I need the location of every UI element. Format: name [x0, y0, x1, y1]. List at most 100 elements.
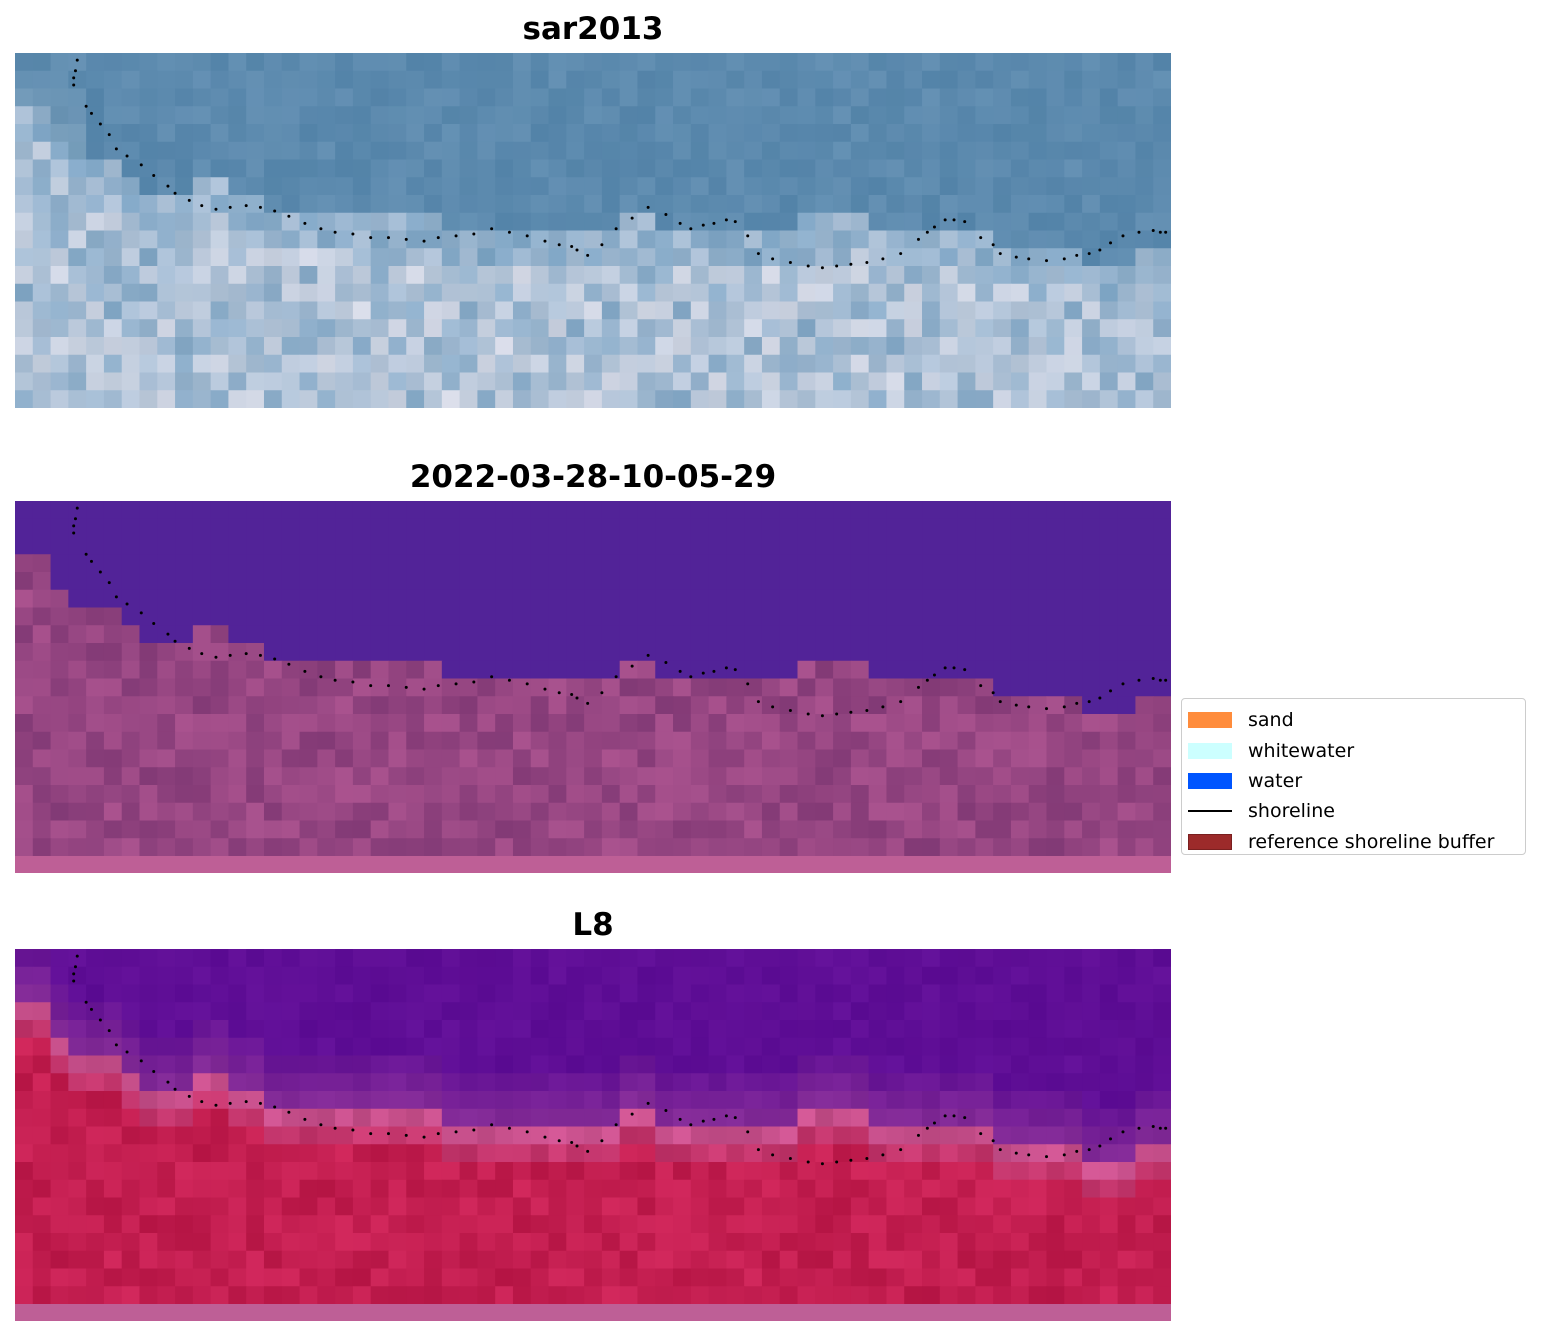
heatmap-cell — [975, 1179, 994, 1199]
heatmap-cell — [68, 820, 87, 839]
heatmap-cell — [1099, 301, 1119, 320]
shoreline-point — [333, 678, 337, 682]
heatmap-cell — [761, 501, 781, 520]
heatmap-cell — [317, 625, 336, 644]
heatmap-cell — [335, 124, 354, 143]
heatmap-cell — [388, 1091, 407, 1110]
heatmap-cell — [690, 1108, 710, 1128]
heatmap-cell — [15, 838, 34, 857]
heatmap-cell — [833, 212, 852, 232]
shoreline-point — [979, 236, 983, 240]
heatmap-cell — [192, 106, 212, 125]
heatmap-cell — [175, 301, 194, 320]
heatmap-cell — [708, 1268, 727, 1287]
heatmap-cell — [566, 1108, 585, 1128]
heatmap-cell — [601, 1091, 621, 1110]
heatmap-cell — [1028, 1144, 1048, 1163]
heatmap-cell — [1046, 301, 1065, 320]
shoreline-point — [333, 230, 337, 234]
heatmap-cell — [1135, 696, 1154, 715]
heatmap-cell — [103, 354, 123, 374]
heatmap-cell — [939, 53, 959, 72]
heatmap-cell — [868, 70, 888, 90]
shoreline-point — [865, 260, 869, 264]
heatmap-cell — [157, 660, 176, 680]
heatmap-cell — [797, 820, 816, 839]
heatmap-cell — [317, 283, 336, 303]
heatmap-cell — [619, 70, 639, 90]
heatmap-cell — [406, 177, 425, 196]
shoreline-point — [1098, 696, 1102, 700]
shoreline-point — [84, 104, 88, 108]
heatmap-cell — [939, 1179, 959, 1199]
shoreline-point — [1087, 1148, 1091, 1152]
heatmap-cell — [815, 589, 834, 609]
heatmap-cell — [495, 554, 514, 573]
heatmap-cell — [975, 266, 994, 285]
heatmap-cell — [157, 607, 176, 626]
heatmap-cell — [566, 301, 585, 320]
heatmap-cell — [815, 248, 834, 267]
heatmap-cell — [317, 266, 336, 285]
heatmap-cell — [1064, 501, 1083, 520]
heatmap-cell — [637, 643, 656, 662]
heatmap-cell — [1082, 966, 1101, 986]
heatmap-cell — [68, 53, 87, 72]
heatmap-cell — [370, 141, 390, 161]
heatmap-cell — [868, 785, 888, 804]
heatmap-cell — [886, 159, 905, 178]
heatmap-cell — [317, 1144, 336, 1163]
heatmap-cell — [655, 589, 674, 609]
heatmap-cell — [797, 966, 816, 986]
heatmap-cell — [797, 785, 816, 804]
heatmap-cell — [993, 337, 1012, 356]
heatmap-cell — [690, 749, 710, 768]
heatmap-cell — [1046, 283, 1065, 303]
heatmap-cell — [690, 1179, 710, 1199]
heatmap-cell — [15, 212, 34, 232]
heatmap-cell — [744, 536, 763, 555]
heatmap-cell — [993, 1215, 1012, 1234]
heatmap-cell — [939, 625, 959, 644]
heatmap-cell — [939, 1020, 959, 1039]
heatmap-cell — [246, 177, 265, 196]
heatmap-cell — [317, 1250, 336, 1270]
shoreline-point — [1109, 241, 1113, 245]
heatmap-cell — [1153, 696, 1171, 715]
heatmap-cell — [477, 372, 496, 391]
heatmap-cell — [424, 337, 443, 356]
heatmap-cell — [868, 248, 888, 267]
heatmap-cell — [619, 820, 639, 839]
shoreline-point — [386, 1132, 390, 1136]
heatmap-cell — [530, 177, 550, 196]
heatmap-cell — [459, 53, 478, 72]
heatmap-cell — [708, 106, 727, 125]
heatmap-cell — [975, 572, 994, 591]
heatmap-cell — [1153, 1055, 1171, 1074]
heatmap-cell — [441, 1091, 461, 1110]
heatmap-cell — [228, 949, 247, 968]
heatmap-cell — [352, 1286, 372, 1305]
heatmap-cell — [15, 1055, 34, 1074]
heatmap-cell — [1064, 230, 1083, 249]
heatmap-cell — [886, 949, 905, 968]
heatmap-cell — [352, 731, 372, 751]
heatmap-cell — [121, 354, 141, 374]
heatmap-cell — [566, 536, 585, 555]
heatmap-cell — [406, 1215, 425, 1234]
heatmap-cell — [192, 177, 212, 196]
heatmap-cell — [317, 966, 336, 986]
heatmap-cell — [939, 501, 959, 520]
heatmap-cell — [175, 660, 194, 680]
heatmap-cell — [512, 301, 532, 320]
heatmap-cell — [904, 785, 923, 804]
heatmap-cell — [1064, 70, 1083, 90]
heatmap-cell — [246, 319, 265, 338]
heatmap-cell — [708, 749, 727, 768]
heatmap-cell — [601, 1020, 621, 1039]
heatmap-cell — [957, 1073, 976, 1092]
heatmap-cell — [139, 660, 158, 680]
heatmap-cell — [868, 643, 888, 662]
heatmap-cell — [1028, 949, 1048, 968]
heatmap-cell — [388, 589, 407, 609]
